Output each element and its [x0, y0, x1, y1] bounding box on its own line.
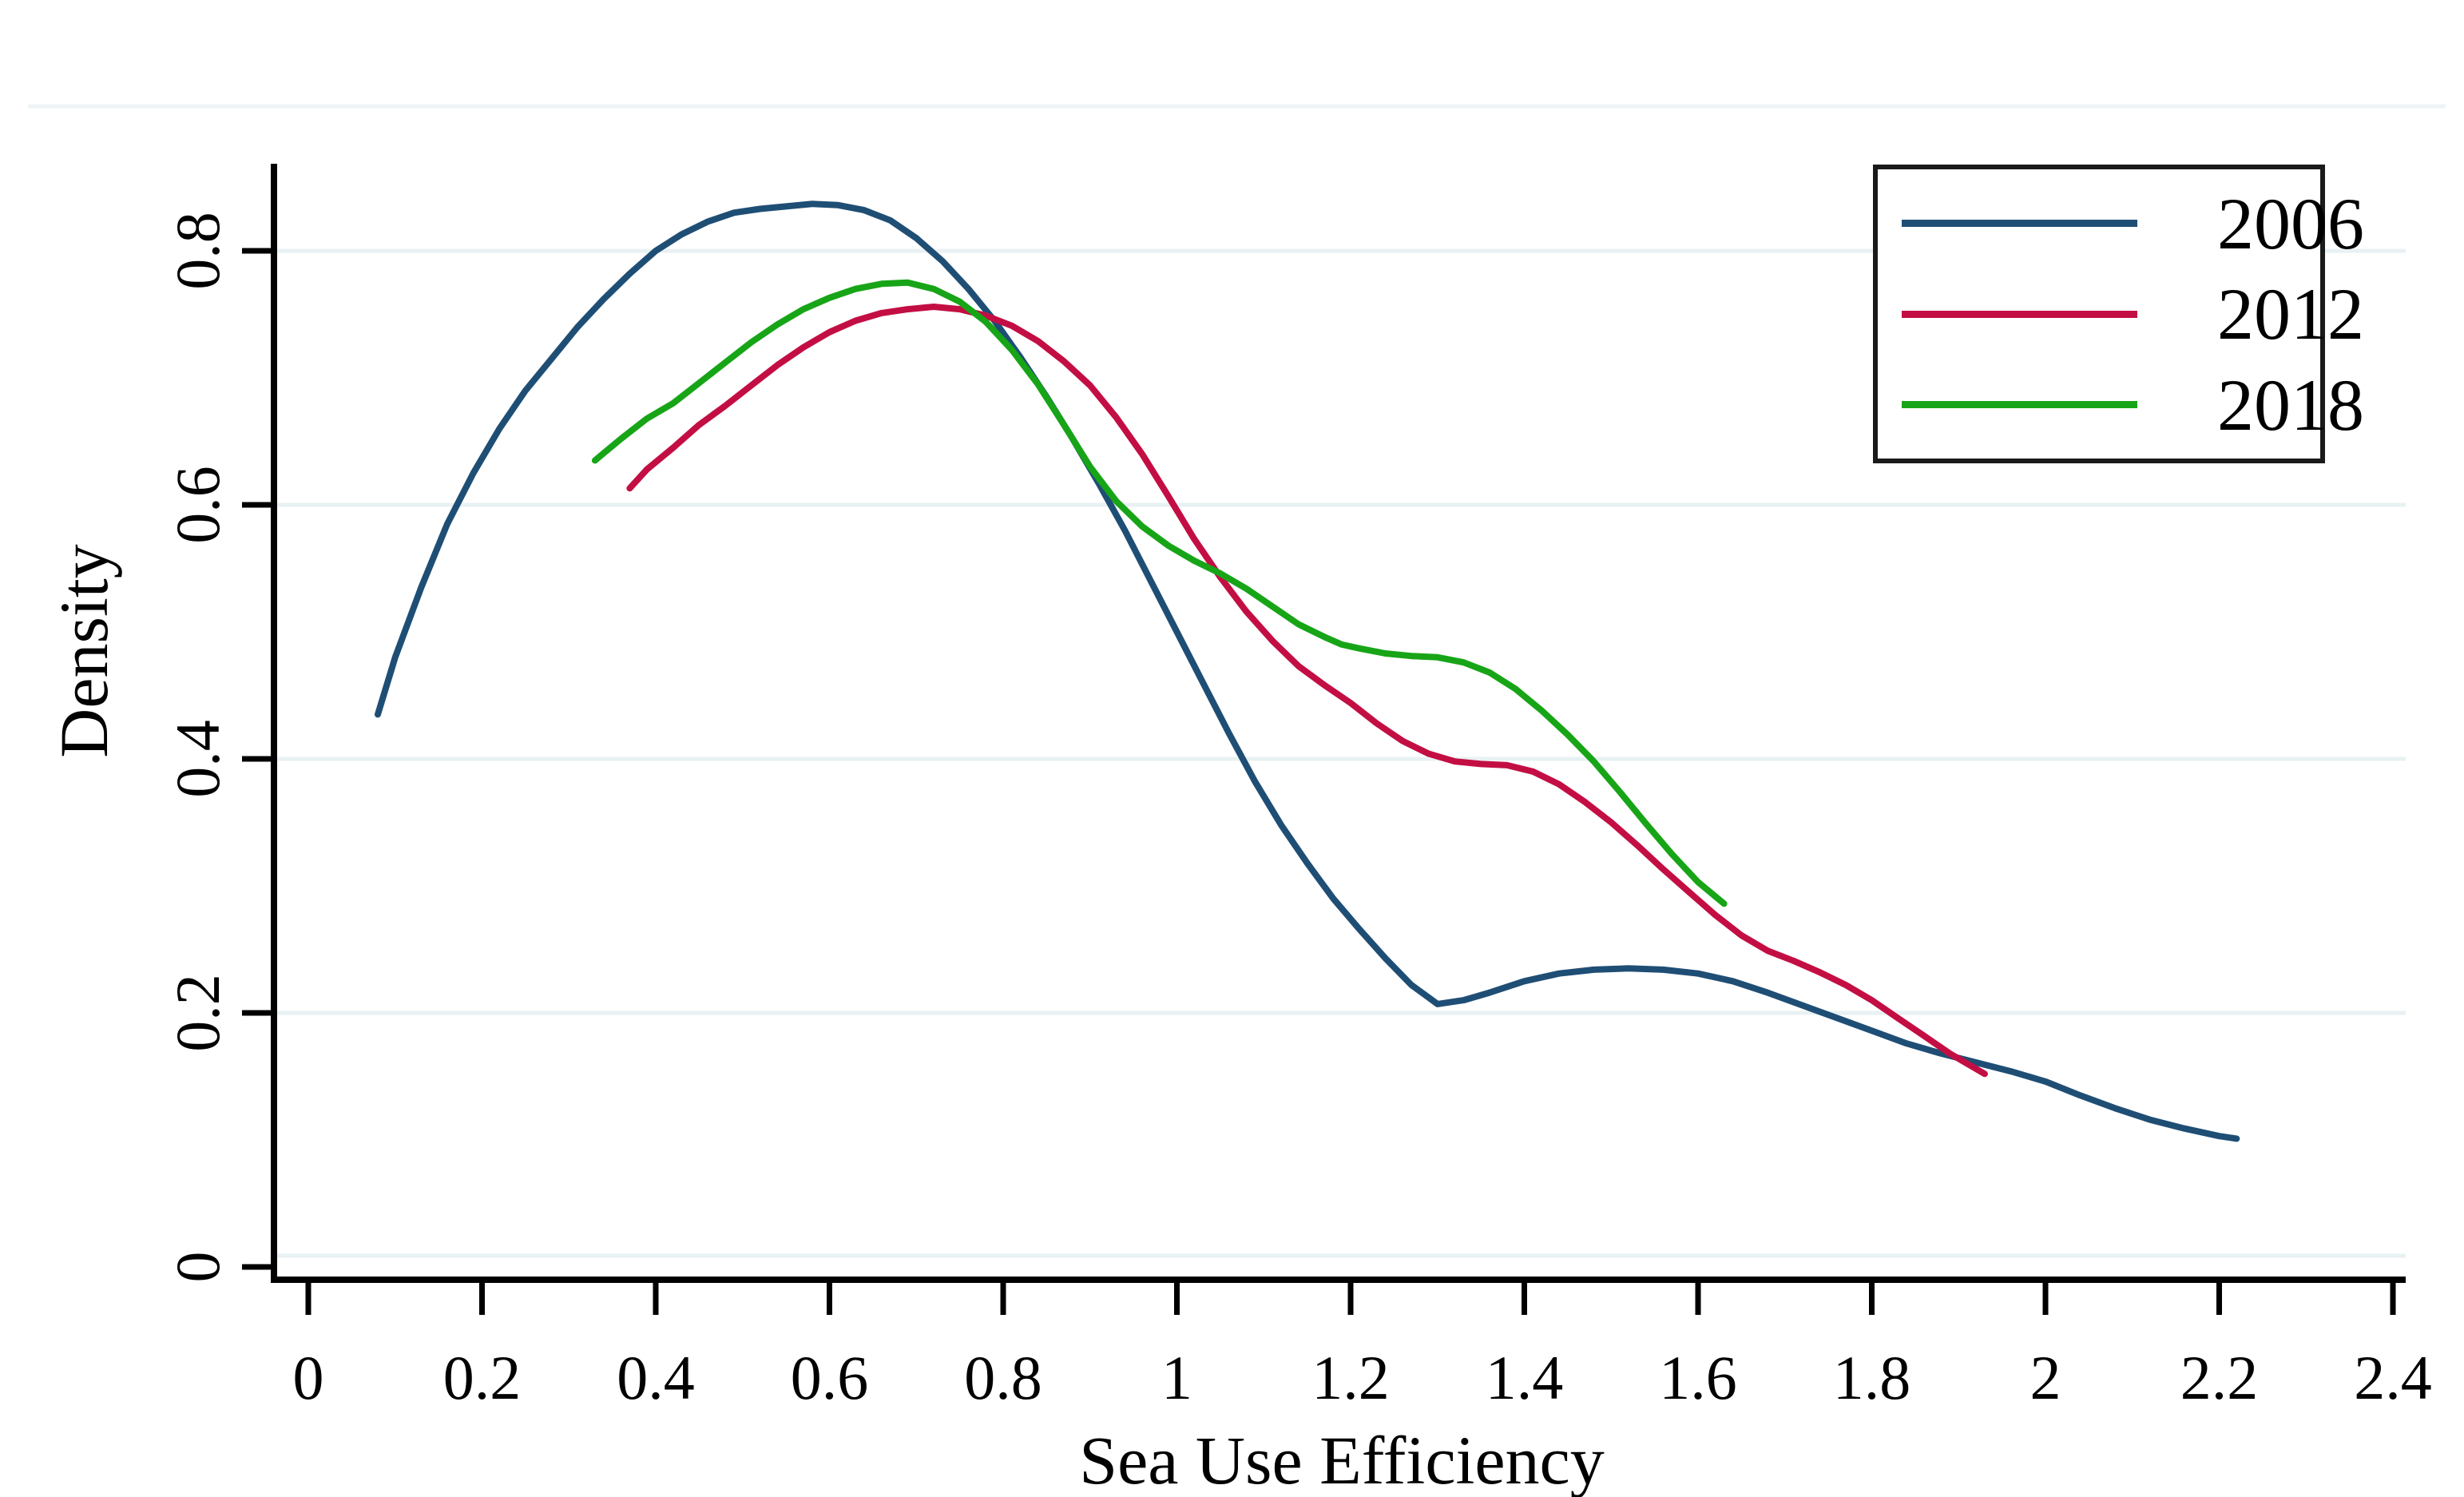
y-tick-label: 0 — [163, 1251, 232, 1283]
axes — [242, 164, 2406, 1315]
x-tick-label: 0.8 — [964, 1343, 1042, 1412]
x-tick-label: 0.2 — [442, 1343, 522, 1412]
legend-item-2018: 2018 — [1878, 368, 2364, 442]
density-curve-2006 — [375, 201, 2240, 1142]
x-tick-label: 2.4 — [2354, 1343, 2432, 1412]
x-tick-label: 2.2 — [2180, 1343, 2259, 1412]
x-tick-label: 0.6 — [790, 1343, 869, 1412]
legend-item-2006: 2006 — [1878, 187, 2364, 260]
y-tick-label: 0.4 — [163, 720, 232, 798]
x-axis-title: Sea Use Efficiency — [1079, 1422, 1605, 1497]
y-axis-title: Density — [46, 544, 122, 758]
legend-label: 2006 — [2217, 182, 2364, 264]
legend-line-2012 — [1902, 310, 2137, 318]
density-curves — [375, 201, 2240, 1142]
x-tick-label: 0 — [292, 1343, 324, 1412]
gridlines — [28, 104, 2446, 1258]
y-tick-label: 0.8 — [163, 212, 232, 290]
x-tick-label: 2 — [2030, 1343, 2061, 1412]
legend-label: 2018 — [2217, 363, 2364, 446]
x-tick-label: 1.6 — [1659, 1343, 1737, 1412]
legend-line-2018 — [1902, 401, 2137, 408]
x-tick-label: 1.8 — [1832, 1343, 1911, 1412]
x-tick-label: 1.2 — [1311, 1343, 1390, 1412]
x-tick-label: 1.4 — [1485, 1343, 1564, 1412]
density-curve-2012 — [626, 304, 1988, 1078]
legend-item-2012: 2012 — [1878, 277, 2364, 351]
density-curve-2018 — [591, 279, 1728, 907]
y-tick-label: 0.2 — [163, 974, 232, 1052]
legend-label: 2012 — [2217, 273, 2364, 355]
legend: 2006 2012 2018 — [1873, 165, 2364, 463]
x-tick-label: 0.4 — [617, 1343, 695, 1412]
x-tick-label: 1 — [1161, 1343, 1192, 1412]
y-tick-label: 0.6 — [163, 466, 232, 544]
legend-line-2006 — [1902, 220, 2137, 227]
